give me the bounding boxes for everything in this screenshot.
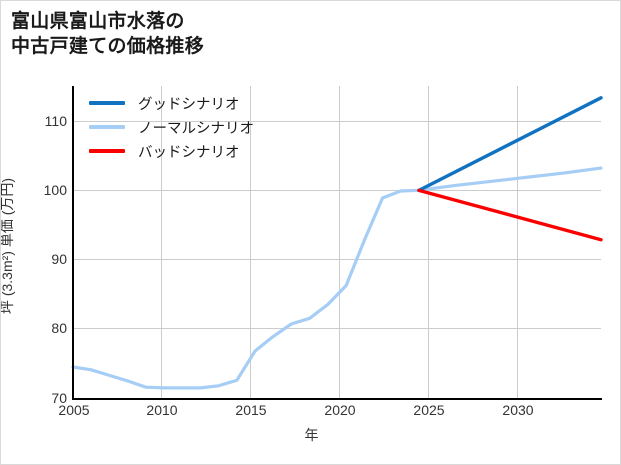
x-axis-spine (72, 398, 602, 400)
y-axis-title-text: 坪 (3.3m²) 単価 (万円) (0, 177, 15, 315)
y-tick-label: 110 (44, 113, 67, 129)
gridline-vertical (339, 86, 340, 399)
x-tick-label: 2020 (324, 402, 356, 418)
legend-item-bad: バッドシナリオ (89, 139, 319, 163)
x-tick-label: 2030 (502, 402, 534, 418)
legend-item-normal: ノーマルシナリオ (89, 115, 319, 139)
gridline-horizontal (73, 190, 601, 191)
x-tick-label: 2005 (58, 402, 90, 418)
legend-swatch-bad-icon (89, 149, 125, 153)
legend-label-good: グッドシナリオ (138, 96, 240, 113)
legend-swatch-normal-icon (89, 125, 125, 129)
legend-swatch-good-icon (89, 101, 125, 105)
y-tick-label: 90 (51, 251, 67, 267)
series-line-good (417, 96, 603, 193)
y-tick-label: 70 (51, 390, 67, 406)
x-tick-label: 2025 (413, 402, 445, 418)
page-title: 富山県富山市水落の 中古戸建ての価格推移 (11, 11, 205, 58)
gridline-vertical (428, 86, 429, 399)
y-axis-ticks: 70 80 90 100 110 (1, 1, 67, 464)
gridline-vertical (161, 86, 162, 399)
y-tick-label: 100 (43, 182, 67, 198)
gridline-horizontal (73, 121, 601, 122)
legend-label-normal: ノーマルシナリオ (138, 120, 254, 137)
series-line-bad (417, 188, 603, 242)
plot-area (73, 86, 601, 399)
gridline-vertical (517, 86, 518, 399)
gridline-horizontal (73, 259, 601, 260)
x-tick-label: 2010 (146, 402, 178, 418)
series-line-normal (71, 166, 603, 390)
x-tick-label: 2015 (235, 402, 267, 418)
legend: グッドシナリオ ノーマルシナリオ バッドシナリオ (89, 91, 319, 163)
y-axis-title: 坪 (3.3m²) 単価 (万円) (1, 1, 19, 314)
legend-item-good: グッドシナリオ (89, 91, 319, 115)
y-tick-label: 80 (51, 320, 67, 336)
chart-lines (71, 96, 603, 390)
x-axis-title: 年 (304, 427, 319, 443)
gridline-horizontal (73, 328, 601, 329)
legend-label-bad: バッドシナリオ (138, 144, 240, 161)
y-axis-spine (72, 86, 74, 399)
gridline-vertical (250, 86, 251, 399)
